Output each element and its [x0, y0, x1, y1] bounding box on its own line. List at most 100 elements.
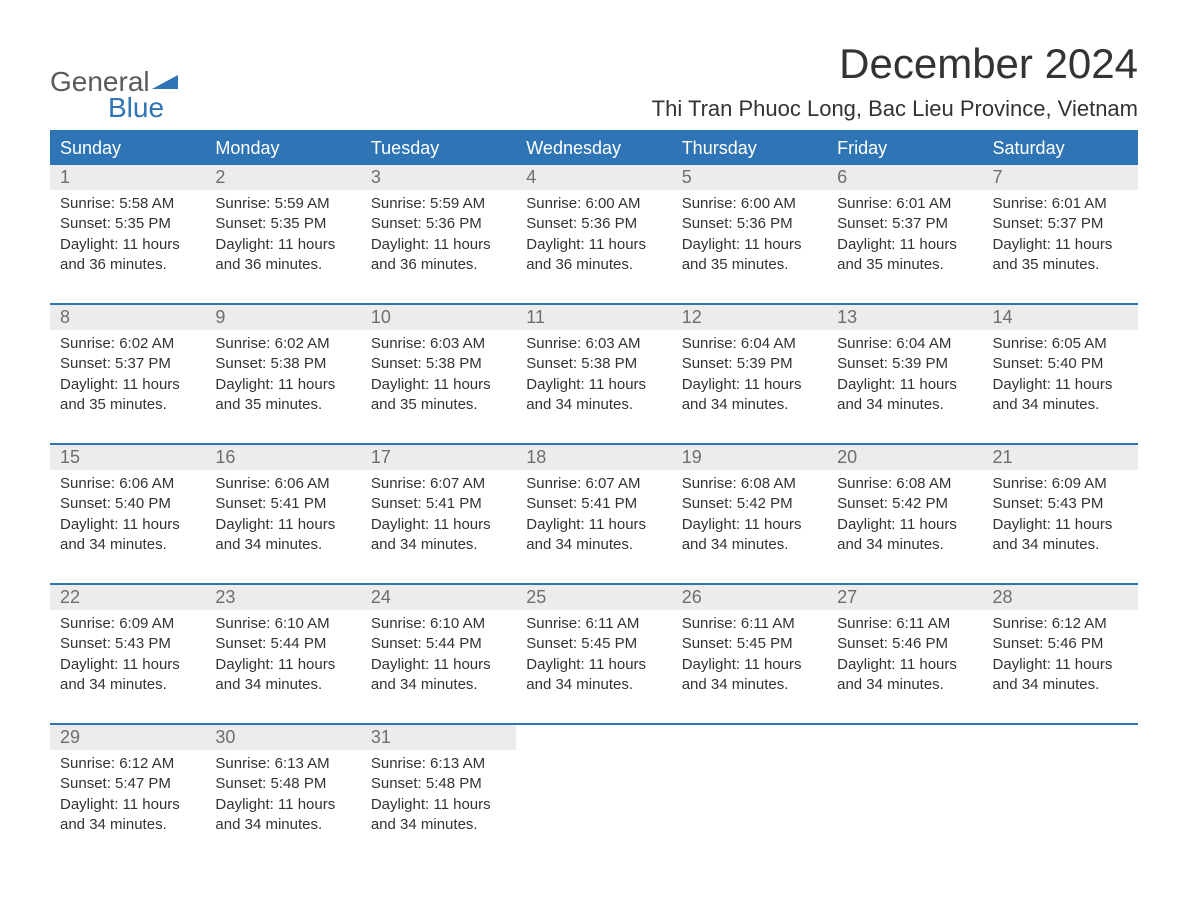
day-content-cell: Sunrise: 6:01 AMSunset: 5:37 PMDaylight:… — [827, 190, 982, 304]
sunset-text: Sunset: 5:41 PM — [371, 494, 506, 514]
day-content-row: Sunrise: 5:58 AMSunset: 5:35 PMDaylight:… — [50, 190, 1138, 304]
day-number-row: 891011121314 — [50, 305, 1138, 330]
daylight-text: Daylight: 11 hours and 34 minutes. — [993, 655, 1128, 696]
sunrise-text: Sunrise: 6:00 AM — [682, 194, 817, 214]
sunrise-text: Sunrise: 6:09 AM — [60, 614, 195, 634]
day-content-row: Sunrise: 6:06 AM Sunset: 5:40 PM Daylight:… — [50, 470, 1138, 584]
sunset-text: Sunset: 5:41 PM — [215, 494, 350, 514]
day-number-cell: 17 — [361, 445, 516, 470]
daylight-text: Daylight: 11 hours and 34 minutes. — [682, 515, 817, 556]
sunrise-text: Sunrise: 6:03 AM — [526, 334, 661, 354]
sunset-text: Sunset: 5:35 PM — [215, 214, 350, 234]
sunrise-text: Sunrise: 6:04 AM — [837, 334, 972, 354]
sunrise-text: Sunrise: 6:10 AM — [371, 614, 506, 634]
day-content-cell: Sunrise: 5:59 AMSunset: 5:35 PMDaylight:… — [205, 190, 360, 304]
sunset-text: Sunset: 5:44 PM — [371, 634, 506, 654]
sunrise-text: Sunrise: 6:06 AM — [215, 474, 350, 494]
day-number-cell: 22 — [50, 585, 205, 610]
sunrise-text: Sunrise: 6:11 AM — [837, 614, 972, 634]
daylight-text: Daylight: 11 hours and 34 minutes. — [371, 515, 506, 556]
sunset-text: Sunset: 5:45 PM — [682, 634, 817, 654]
day-number-cell: 13 — [827, 305, 982, 330]
daylight-text: Daylight: 11 hours and 34 minutes. — [371, 795, 506, 836]
sunrise-text: Sunrise: 6:08 AM — [837, 474, 972, 494]
day-number-cell: 28 — [983, 585, 1138, 610]
day-content-cell: Sunrise: 6:09 AMSunset: 5:43 PMDaylight:… — [50, 610, 205, 724]
day-content-cell: Sunrise: 6:03 AMSunset: 5:38 PMDaylight:… — [361, 330, 516, 444]
day-number-cell: 8 — [50, 305, 205, 330]
day-number-cell: 4 — [516, 165, 671, 190]
day-number-cell: 3 — [361, 165, 516, 190]
daylight-text: Daylight: 11 hours and 34 minutes. — [526, 515, 661, 556]
sunrise-text: Sunrise: 6:02 AM — [215, 334, 350, 354]
sunset-text: Sunset: 5:38 PM — [215, 354, 350, 374]
daylight-text: Daylight: 11 hours and 34 minutes. — [837, 655, 972, 696]
day-content-row: Sunrise: 6:12 AMSunset: 5:47 PM Daylight:… — [50, 750, 1138, 845]
weekday-header-row: SundayMondayTuesdayWednesdayThursdayFrid… — [50, 132, 1138, 165]
day-number-cell: 1 — [50, 165, 205, 190]
page-header: General Blue December 2024 Thi Tran Phuo… — [50, 40, 1138, 122]
weekday-header: Saturday — [983, 132, 1138, 165]
day-content-cell: Sunrise: 6:00 AMSunset: 5:36 PMDaylight:… — [516, 190, 671, 304]
sunrise-text: Sunrise: 6:10 AM — [215, 614, 350, 634]
day-content-cell: Sunrise: 6:00 AMSunset: 5:36 PMDaylight:… — [672, 190, 827, 304]
calendar-table: SundayMondayTuesdayWednesdayThursdayFrid… — [50, 132, 1138, 845]
sunrise-text: Sunrise: 6:00 AM — [526, 194, 661, 214]
day-content-cell: Sunrise: 6:09 AMSunset: 5:43 PMDaylight:… — [983, 470, 1138, 584]
day-number-cell — [672, 725, 827, 750]
day-number-cell — [827, 725, 982, 750]
sunrise-text: Sunrise: 6:02 AM — [60, 334, 195, 354]
day-number-cell: 26 — [672, 585, 827, 610]
day-content-cell: Sunrise: 6:07 AMSunset: 5:41 PMDaylight:… — [516, 470, 671, 584]
day-content-cell — [827, 750, 982, 845]
sunset-text: Sunset: 5:48 PM — [371, 774, 506, 794]
daylight-text: Daylight: 11 hours and 36 minutes. — [60, 235, 195, 276]
daylight-text: Daylight: 11 hours and 36 minutes. — [371, 235, 506, 276]
daylight-text: Daylight: 11 hours and 35 minutes. — [60, 375, 195, 416]
sunrise-text: Sunrise: 6:12 AM — [993, 614, 1128, 634]
day-content-cell: Sunrise: 6:10 AMSunset: 5:44 PMDaylight:… — [205, 610, 360, 724]
day-number-row: 15161718192021 — [50, 445, 1138, 470]
day-number-cell: 14 — [983, 305, 1138, 330]
weekday-header: Sunday — [50, 132, 205, 165]
day-content-cell: Sunrise: 5:58 AMSunset: 5:35 PMDaylight:… — [50, 190, 205, 304]
day-content-cell: Sunrise: 6:11 AMSunset: 5:46 PMDaylight:… — [827, 610, 982, 724]
day-content-cell: Sunrise: 6:07 AMSunset: 5:41 PMDaylight:… — [361, 470, 516, 584]
sunset-text: Sunset: 5:40 PM — [993, 354, 1128, 374]
sunset-text: Sunset: 5:39 PM — [837, 354, 972, 374]
sunrise-text: Sunrise: 6:13 AM — [371, 754, 506, 774]
day-content-cell: Sunrise: 6:12 AMSunset: 5:46 PMDaylight:… — [983, 610, 1138, 724]
sunset-text: Sunset: 5:40 PM — [60, 494, 195, 514]
day-content-cell: Sunrise: 6:13 AMSunset: 5:48 PMDaylight:… — [361, 750, 516, 845]
weekday-header: Monday — [205, 132, 360, 165]
day-number-row: 22232425262728 — [50, 585, 1138, 610]
daylight-text: Daylight: 11 hours and 35 minutes. — [371, 375, 506, 416]
day-number-cell: 15 — [50, 445, 205, 470]
day-content-cell: Sunrise: 5:59 AMSunset: 5:36 PMDaylight:… — [361, 190, 516, 304]
sunrise-text: Sunrise: 6:07 AM — [371, 474, 506, 494]
day-number-cell: 30 — [205, 725, 360, 750]
sunset-text: Sunset: 5:46 PM — [837, 634, 972, 654]
sunrise-text: Sunrise: 6:07 AM — [526, 474, 661, 494]
day-content-cell: Sunrise: 6:08 AMSunset: 5:42 PMDaylight:… — [672, 470, 827, 584]
day-number-cell: 20 — [827, 445, 982, 470]
sunrise-text: Sunrise: 6:01 AM — [837, 194, 972, 214]
sunset-text: Sunset: 5:43 PM — [993, 494, 1128, 514]
sunset-text: Sunset: 5:36 PM — [682, 214, 817, 234]
day-number-cell: 7 — [983, 165, 1138, 190]
daylight-text: Daylight: 11 hours and 35 minutes. — [215, 375, 350, 416]
sunrise-text: Sunrise: 6:12 AM — [60, 754, 195, 774]
sunrise-text: Sunrise: 6:08 AM — [682, 474, 817, 494]
daylight-text: Daylight: 11 hours and 35 minutes. — [682, 235, 817, 276]
month-title: December 2024 — [652, 40, 1138, 88]
logo-word-2: Blue — [108, 94, 178, 122]
day-content-cell: Sunrise: 6:02 AMSunset: 5:38 PMDaylight:… — [205, 330, 360, 444]
daylight-text: Daylight: 11 hours and 35 minutes. — [837, 235, 972, 276]
weekday-header: Thursday — [672, 132, 827, 165]
day-number-cell — [983, 725, 1138, 750]
day-content-cell — [516, 750, 671, 845]
daylight-text: Daylight: 11 hours and 36 minutes. — [526, 235, 661, 276]
day-number-cell: 23 — [205, 585, 360, 610]
daylight-text: Daylight: 11 hours and 34 minutes. — [682, 375, 817, 416]
sunset-text: Sunset: 5:47 PM — [60, 774, 195, 794]
